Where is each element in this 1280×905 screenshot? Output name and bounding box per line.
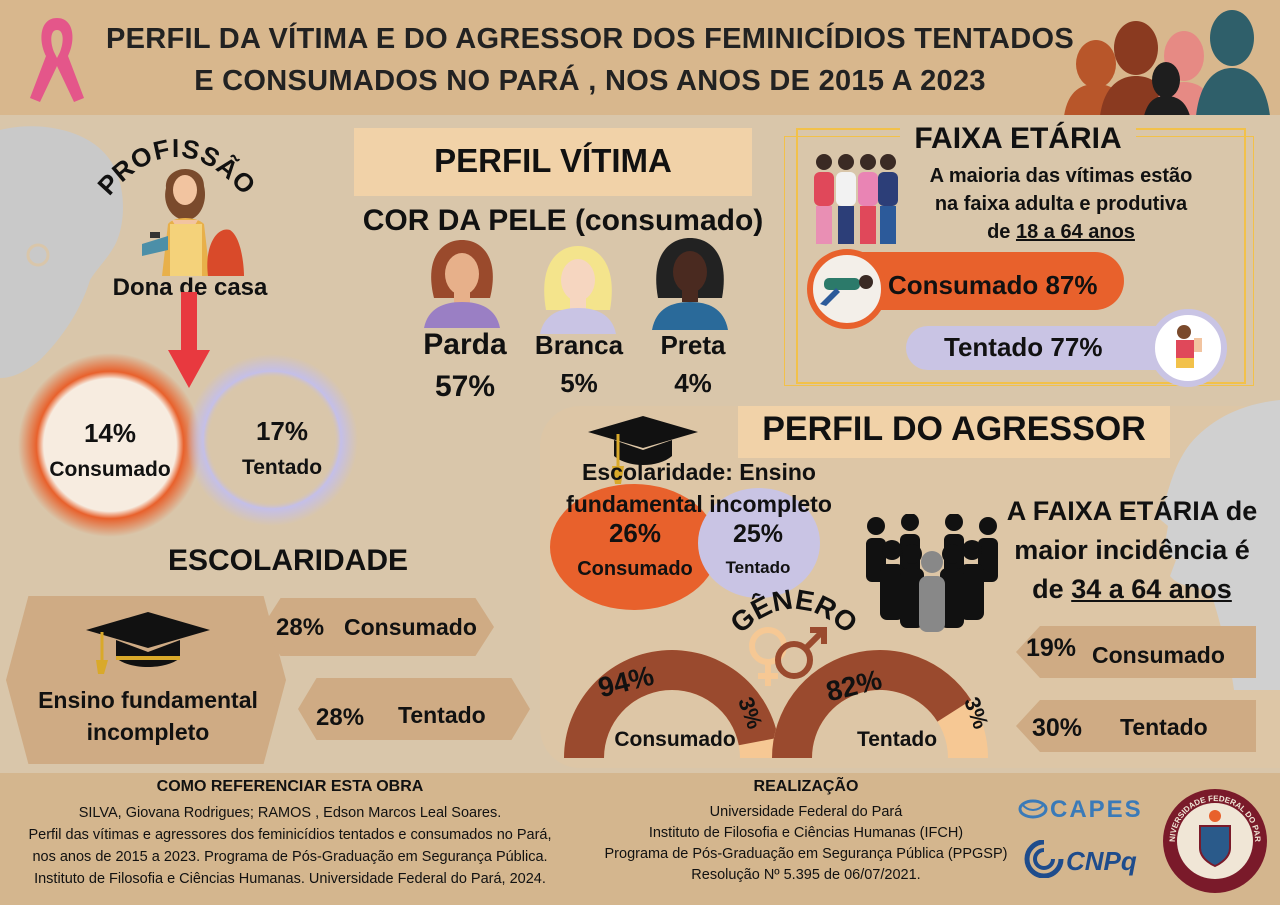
age-heading-bg xyxy=(900,120,1136,158)
skin-parda-label: Parda xyxy=(423,328,507,361)
gender-gauge-consumado xyxy=(564,650,780,758)
reference-heading: COMO REFERENCIAR ESTA OBRA xyxy=(156,778,424,795)
profession-consumado-label: Consumado xyxy=(49,458,171,481)
gender-gauge-tentado xyxy=(772,650,988,758)
aggressor-age-consumado-pct: 19% xyxy=(1026,634,1077,662)
age-tentado-text: Tentado 77% xyxy=(944,332,1103,362)
victim-education-heading: ESCOLARIDADE xyxy=(167,544,408,577)
face-silhouette-left-icon xyxy=(0,126,123,378)
face-silhouette-right-icon xyxy=(1156,400,1280,690)
aggressor-education-tentado-label: Tentado xyxy=(725,558,791,577)
victim-on-ground-icon xyxy=(807,249,887,329)
aggressor-age-tentado-tag xyxy=(1016,700,1256,752)
parda-woman-icon xyxy=(424,240,500,328)
aggressor-education-tentado-blob xyxy=(698,488,820,598)
profession-rings xyxy=(18,353,358,537)
skin-preta-label: Preta xyxy=(660,330,726,360)
victim-education-consumado-pct: 28% xyxy=(276,614,325,641)
gender-gauges xyxy=(564,650,988,758)
victim-education-consumado-tag xyxy=(262,598,494,656)
aggressor-age-consumado-tag xyxy=(1016,626,1256,678)
victim-section-banner xyxy=(354,128,752,196)
gender-consumado-label: Consumado xyxy=(614,728,736,751)
skin-branca-pct: 5% xyxy=(560,368,598,398)
aggressor-education-consumado-pct: 26% xyxy=(608,518,662,548)
victim-education-level: Ensino fundamental incompleto xyxy=(38,687,258,745)
skin-heading: COR DA PELE (consumado) xyxy=(362,204,764,237)
graduation-cap-icon xyxy=(588,416,698,484)
victim-education-tentado-pct: 28% xyxy=(316,704,365,731)
aggressor-age-tentado-label: Tentado xyxy=(1120,714,1208,740)
aggressor-age-text: A FAIXA ETÁRIA de maior incidência é de … xyxy=(1006,496,1258,604)
victim-education-tentado-tag xyxy=(298,678,530,740)
realization-text: Universidade Federal do Pará Instituto d… xyxy=(604,804,1008,883)
aggressor-section-title: PERFIL DO AGRESSOR xyxy=(762,410,1146,448)
gender-symbols-icon xyxy=(749,627,827,686)
aggressor-age-tentado-pct: 30% xyxy=(1032,714,1083,742)
aggressor-education-tentado-pct: 25% xyxy=(732,520,784,548)
arrow-down-icon xyxy=(168,292,210,388)
page-title: PERFIL DA VÍTIMA E DO AGRESSOR DOS FEMIN… xyxy=(106,23,1074,97)
victim-education-consumado-label: Consumado xyxy=(344,614,477,640)
profession-consumado-pct: 14% xyxy=(83,418,137,448)
skin-branca-label: Branca xyxy=(534,330,624,360)
aggressor-education-consumado-blob xyxy=(550,484,718,610)
women-group-icon xyxy=(814,154,898,244)
aggressor-education-text: Escolaridade: Ensino fundamental incompl… xyxy=(566,459,832,517)
aggressor-education-consumado-label: Consumado xyxy=(577,558,693,580)
profession-tentado-pct: 17% xyxy=(255,416,309,446)
preta-woman-icon xyxy=(652,238,728,330)
reference-text: SILVA, Giovana Rodrigues; RAMOS , Edson … xyxy=(28,805,552,887)
age-heading: FAIXA ETÁRIA xyxy=(914,122,1122,155)
capes-logo-icon xyxy=(1018,799,1048,819)
branca-woman-icon xyxy=(540,246,616,334)
cnpq-logo-text: CNPq xyxy=(1066,846,1137,876)
victim-section-title: PERFIL VÍTIMA xyxy=(434,142,672,179)
age-description: A maioria das vítimas estão na faixa adu… xyxy=(929,165,1193,243)
gender-tentado-label: Tentado xyxy=(856,728,938,751)
victim-education-tentado-label: Tentado xyxy=(398,702,486,728)
realization-heading: REALIZAÇÃO xyxy=(753,778,859,795)
housewife-illustration-icon xyxy=(142,168,244,276)
header-banner xyxy=(0,0,1280,115)
graduation-cap-icon xyxy=(86,612,210,674)
injured-woman-icon xyxy=(1149,309,1227,387)
aggressor-age-consumado-label: Consumado xyxy=(1092,642,1225,668)
age-consumado-text: Consumado 87% xyxy=(888,270,1098,300)
crowd-icon xyxy=(866,514,998,632)
women-silhouettes-icon xyxy=(1064,10,1270,116)
cnpq-logo-icon xyxy=(1024,840,1064,878)
capes-logo-text: CAPES xyxy=(1050,796,1143,823)
footer xyxy=(0,773,1280,905)
aggressor-section-banner xyxy=(738,406,1170,458)
skin-parda-pct: 57% xyxy=(434,370,496,403)
profession-tentado-label: Tentado xyxy=(241,456,323,479)
ufpa-seal-icon: UNIVERSIDADE FEDERAL DO PARÁ xyxy=(1160,786,1267,893)
skin-preta-pct: 4% xyxy=(674,368,712,398)
gender-heading: GÊNERO xyxy=(724,583,863,639)
awareness-ribbon-icon xyxy=(30,18,84,102)
